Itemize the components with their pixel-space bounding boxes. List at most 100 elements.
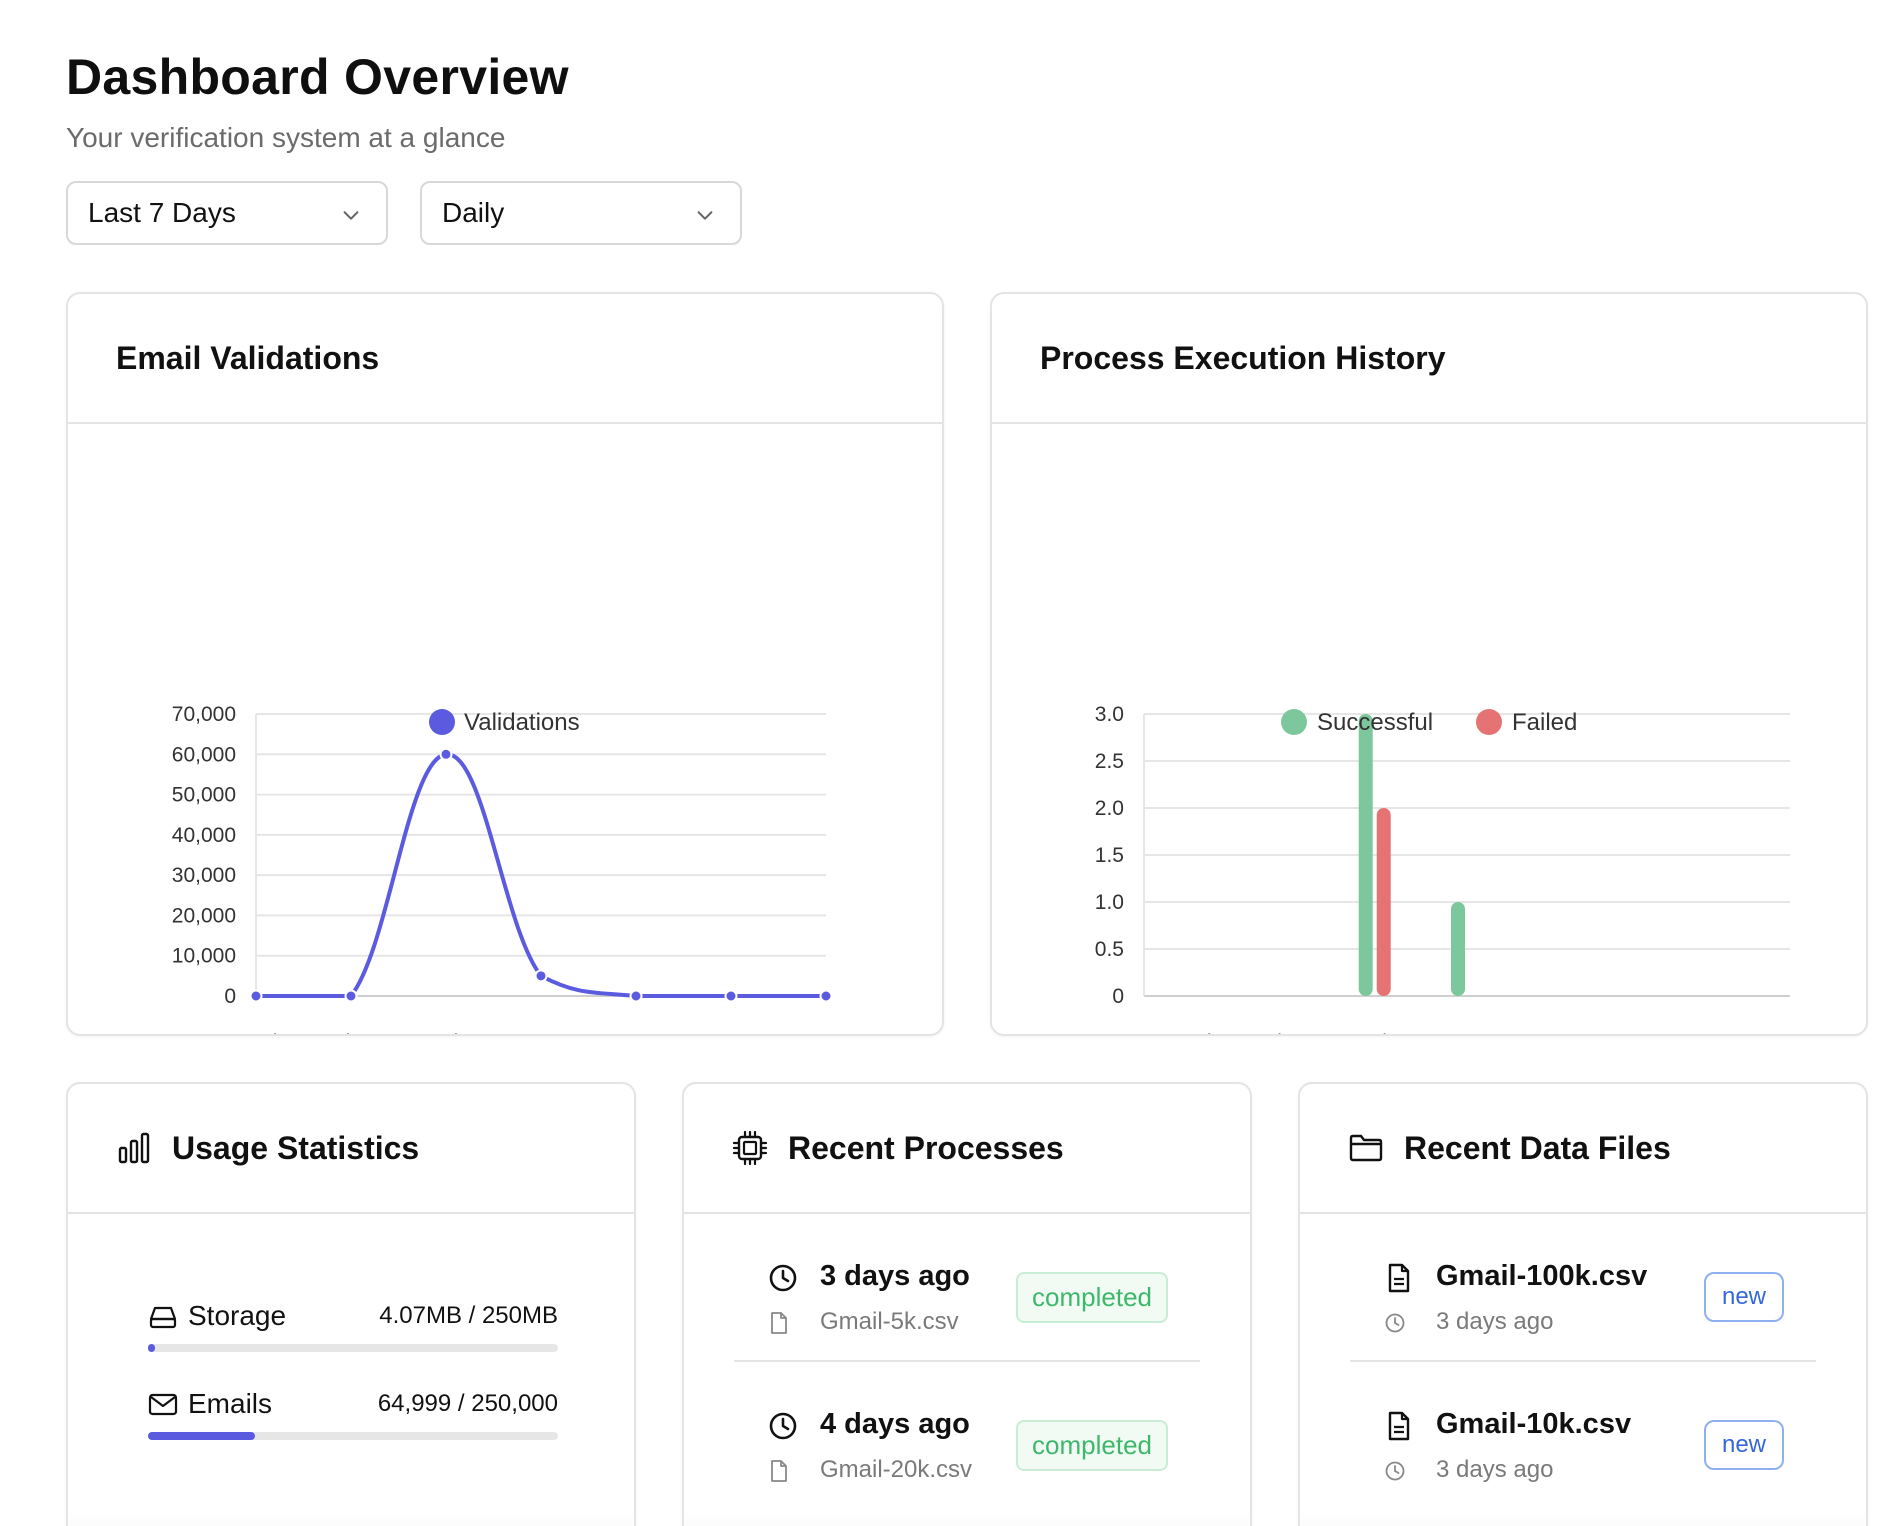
process-file: Gmail-5k.csv bbox=[820, 1308, 959, 1335]
recent-data-files-title: Recent Data Files bbox=[1404, 1129, 1671, 1166]
recent-processes-card: Recent Processes 3 days ago Gmail-5k.csv… bbox=[682, 1082, 1252, 1526]
emails-value: 64,999 / 250,000 bbox=[377, 1390, 558, 1417]
file-text-icon bbox=[1388, 1411, 1410, 1441]
x-tick-label: Tue bbox=[808, 1031, 843, 1036]
mail-icon bbox=[148, 1393, 178, 1416]
x-tick-label: Thu bbox=[1264, 1031, 1300, 1036]
new-badge: new bbox=[1703, 1420, 1784, 1470]
x-tick-label: Fri bbox=[1362, 1031, 1387, 1036]
process-item[interactable]: 3 days ago Gmail-5k.csv completed bbox=[734, 1214, 1200, 1362]
x-tick-label: Mon bbox=[711, 1031, 752, 1036]
y-tick-label: 1.5 bbox=[1095, 844, 1124, 867]
storage-progress-bar bbox=[148, 1344, 558, 1352]
process-item[interactable]: 4 days ago Gmail-20k.csv completed bbox=[734, 1362, 1200, 1510]
recent-processes-title: Recent Processes bbox=[788, 1129, 1064, 1166]
bar-failed bbox=[1376, 808, 1391, 996]
y-tick-label: 50,000 bbox=[172, 784, 236, 807]
file-time: 3 days ago bbox=[1436, 1308, 1554, 1335]
storage-progress-fill bbox=[148, 1344, 155, 1352]
file-item[interactable]: Gmail-100k.csv 3 days ago new bbox=[1350, 1214, 1816, 1362]
hard-drive-icon bbox=[149, 1306, 177, 1329]
x-tick-label: Sun bbox=[1541, 1031, 1578, 1036]
y-tick-label: 2.5 bbox=[1095, 750, 1124, 773]
recent-data-files-header: Recent Data Files bbox=[1300, 1084, 1866, 1214]
y-tick-label: 10,000 bbox=[172, 945, 236, 968]
y-tick-label: 2.0 bbox=[1095, 797, 1124, 820]
storage-label: Storage bbox=[188, 1300, 287, 1331]
process-history-chart: 0 0.5 1.0 1.5 2.0 2.5 3.0 Wed Thu Fri Sat Sun Mon Tue… bbox=[1095, 703, 1790, 1036]
granularity-select-value: Daily bbox=[442, 197, 505, 228]
data-point bbox=[249, 989, 263, 1003]
usage-statistics-header: Usage Statistics bbox=[68, 1084, 634, 1214]
y-tick-label: 20,000 bbox=[172, 904, 236, 927]
file-icon bbox=[771, 1312, 787, 1334]
x-tick-label: Fri bbox=[434, 1031, 459, 1036]
status-badge: completed bbox=[1016, 1420, 1168, 1471]
email-validations-card: Email Validations 0 10,000 20,000 30,000 40,… bbox=[66, 292, 944, 1036]
legend-swatch-failed bbox=[1476, 709, 1502, 735]
y-tick-label: 60,000 bbox=[172, 743, 236, 766]
y-tick-label: 3.0 bbox=[1095, 703, 1124, 726]
x-tick-label: Sat bbox=[525, 1031, 557, 1036]
data-point bbox=[534, 969, 548, 983]
emails-progress-fill bbox=[148, 1432, 255, 1440]
file-name: Gmail-100k.csv bbox=[1436, 1260, 1648, 1292]
page-subtitle: Your verification system at a glance bbox=[66, 122, 506, 153]
y-tick-label: 30,000 bbox=[172, 864, 236, 887]
y-tick-label: 0.5 bbox=[1095, 938, 1124, 961]
chevron-down-icon bbox=[697, 211, 713, 220]
process-history-card: Process Execution History 0 0.5 1.0 1.5 2.0 2… bbox=[990, 292, 1868, 1036]
storage-value: 4.07MB / 250MB bbox=[379, 1302, 558, 1329]
process-time: 3 days ago bbox=[820, 1260, 970, 1292]
granularity-select[interactable]: Daily bbox=[420, 181, 742, 245]
y-tick-label: 0 bbox=[1112, 985, 1124, 1008]
y-tick-label: 70,000 bbox=[172, 703, 236, 726]
range-select[interactable]: Last 7 Days bbox=[66, 181, 388, 245]
recent-data-files-card: Recent Data Files Gmail-100k.csv 3 days … bbox=[1298, 1082, 1868, 1526]
y-tick-label: 0 bbox=[224, 985, 236, 1008]
x-tick-label: Tue bbox=[1726, 1031, 1761, 1036]
clock-icon bbox=[769, 1412, 797, 1440]
process-time: 4 days ago bbox=[820, 1408, 970, 1440]
x-tick-label: Sat bbox=[1451, 1031, 1483, 1036]
page-title: Dashboard Overview bbox=[66, 49, 569, 105]
legend-label-validations: Validations bbox=[464, 709, 580, 736]
file-item[interactable]: Gmail-10k.csv 3 days ago new bbox=[1350, 1362, 1816, 1510]
clock-icon bbox=[769, 1264, 797, 1292]
legend-label-successful: Successful bbox=[1317, 709, 1433, 736]
range-select-value: Last 7 Days bbox=[88, 197, 236, 228]
data-point bbox=[439, 747, 453, 761]
new-badge: new bbox=[1703, 1272, 1784, 1322]
file-icon bbox=[771, 1460, 787, 1482]
y-tick-label: 40,000 bbox=[172, 824, 236, 847]
x-tick-label: Mon bbox=[1631, 1031, 1672, 1036]
file-time: 3 days ago bbox=[1436, 1456, 1554, 1483]
data-point bbox=[344, 989, 358, 1003]
bar-successful bbox=[1451, 902, 1465, 996]
y-tick-label: 1.0 bbox=[1095, 891, 1124, 914]
legend-swatch-successful bbox=[1281, 709, 1307, 735]
data-point bbox=[629, 989, 643, 1003]
x-tick-label: Sun bbox=[617, 1031, 654, 1036]
legend-label-failed: Failed bbox=[1512, 709, 1577, 736]
cpu-icon bbox=[732, 1130, 768, 1166]
folder-icon bbox=[1349, 1134, 1383, 1162]
legend-swatch-validations bbox=[429, 709, 455, 735]
clock-icon bbox=[1385, 1313, 1405, 1333]
clock-icon bbox=[1385, 1461, 1405, 1481]
process-history-title: Process Execution History bbox=[992, 294, 1866, 424]
email-validations-chart: 0 10,000 20,000 30,000 40,000 50,000 60,000 70,… bbox=[172, 703, 844, 1036]
chevron-down-icon bbox=[343, 211, 359, 220]
series-line-validations bbox=[254, 752, 828, 999]
x-tick-label: Wed bbox=[235, 1031, 278, 1036]
usage-statistics-title: Usage Statistics bbox=[172, 1129, 420, 1166]
recent-processes-header: Recent Processes bbox=[684, 1084, 1250, 1214]
email-validations-title: Email Validations bbox=[68, 294, 942, 424]
data-point bbox=[724, 989, 738, 1003]
x-tick-label: Thu bbox=[333, 1031, 369, 1036]
file-name: Gmail-10k.csv bbox=[1436, 1408, 1632, 1440]
emails-progress-bar bbox=[148, 1432, 558, 1440]
status-badge: completed bbox=[1016, 1272, 1168, 1323]
file-text-icon bbox=[1388, 1263, 1410, 1293]
emails-label: Emails bbox=[188, 1388, 273, 1419]
